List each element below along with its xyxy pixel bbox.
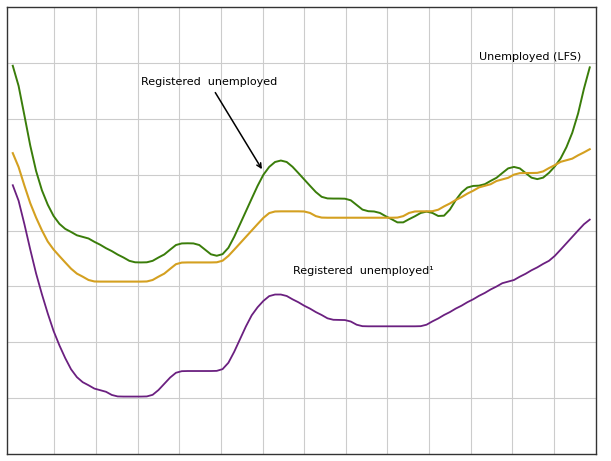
Text: Registered  unemployed¹: Registered unemployed¹ xyxy=(293,266,433,276)
Text: Registered  unemployed: Registered unemployed xyxy=(141,77,277,168)
Text: Unemployed (LFS): Unemployed (LFS) xyxy=(479,52,581,62)
